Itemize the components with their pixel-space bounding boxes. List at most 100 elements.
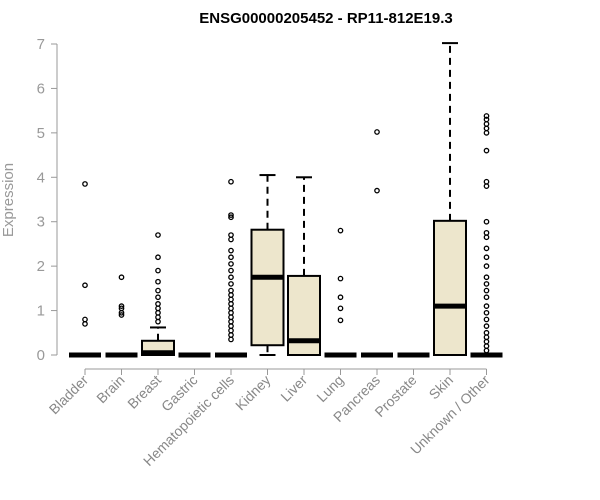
outlier-point xyxy=(155,318,161,325)
y-tick-label: 6 xyxy=(37,80,45,97)
outlier-point xyxy=(228,232,234,238)
outlier-point xyxy=(228,292,234,298)
outlier-point xyxy=(118,274,125,281)
box-kidney xyxy=(250,174,285,356)
outlier-point xyxy=(228,327,234,334)
outlier-point xyxy=(483,183,490,190)
outlier-point xyxy=(483,263,490,269)
outlier-point xyxy=(155,287,161,294)
y-tick-label: 2 xyxy=(37,258,45,275)
outlier-point xyxy=(228,318,234,325)
outlier-point xyxy=(483,218,490,225)
outlier-point xyxy=(228,309,234,316)
outlier-point xyxy=(155,301,161,307)
outlier-point xyxy=(82,316,88,323)
x-tick-label: Brain xyxy=(93,372,127,406)
y-tick-label: 3 xyxy=(37,214,45,231)
outlier-point xyxy=(228,236,234,243)
outlier-point xyxy=(337,305,344,312)
y-tick-label: 7 xyxy=(37,36,45,53)
outlier-point xyxy=(228,254,234,261)
outlier-point xyxy=(483,303,490,309)
box-hematopoietic-cells xyxy=(215,178,247,358)
box-unknown-other xyxy=(470,113,503,358)
outlier-point xyxy=(228,212,234,218)
outlier-point xyxy=(483,113,490,119)
outlier-point xyxy=(483,245,490,252)
outlier-point xyxy=(228,178,234,185)
outlier-point xyxy=(337,317,344,324)
outlier-point xyxy=(155,305,161,312)
x-tick-label: Kidney xyxy=(232,372,274,414)
outlier-point xyxy=(82,282,88,289)
outlier-point xyxy=(82,321,88,327)
outlier-point xyxy=(483,229,490,236)
x-tick-label: Bladder xyxy=(46,372,92,418)
outlier-point xyxy=(155,309,161,316)
outlier-point xyxy=(228,336,234,343)
box-breast xyxy=(141,232,175,357)
outlier-point xyxy=(228,323,234,329)
outlier-point xyxy=(374,129,380,135)
outlier-point xyxy=(483,178,490,185)
outlier-point xyxy=(155,294,161,301)
outlier-point xyxy=(483,338,490,345)
y-tick-label: 1 xyxy=(37,303,45,320)
outlier-point xyxy=(483,234,490,241)
outlier-point xyxy=(118,312,125,318)
outlier-point xyxy=(483,274,490,281)
x-tick-label: Breast xyxy=(124,372,164,412)
y-axis: 0 1 2 3 4 5 6 7 xyxy=(37,36,58,364)
outlier-point xyxy=(228,305,234,312)
outlier-point xyxy=(483,121,490,127)
outlier-point xyxy=(155,232,161,238)
box-lung xyxy=(324,227,357,358)
outlier-point xyxy=(155,254,161,261)
outlier-point xyxy=(118,305,125,312)
outlier-point xyxy=(228,281,234,287)
x-tick-label: Lung xyxy=(313,372,346,405)
outlier-point xyxy=(118,303,125,309)
outlier-point xyxy=(483,323,490,329)
box-liver xyxy=(287,176,321,356)
outlier-point xyxy=(483,254,490,261)
outlier-point xyxy=(228,214,234,221)
outlier-point xyxy=(337,294,344,301)
outlier-point xyxy=(483,334,490,341)
outlier-point xyxy=(483,309,490,316)
outlier-point xyxy=(228,267,234,274)
y-tick-label: 5 xyxy=(37,125,45,142)
outlier-point xyxy=(155,278,161,285)
outlier-point xyxy=(337,227,344,234)
outlier-point xyxy=(483,130,490,136)
chart-title: ENSG00000205452 - RP11-812E19.3 xyxy=(199,10,453,27)
outlier-point xyxy=(483,347,490,354)
box-pancreas xyxy=(361,129,393,358)
box-series xyxy=(69,42,503,358)
outlier-point xyxy=(483,294,490,301)
outlier-point xyxy=(228,274,234,281)
box-iqr xyxy=(250,228,285,347)
box-bladder xyxy=(69,181,101,358)
box-skin xyxy=(433,42,467,356)
outlier-point xyxy=(483,147,490,154)
box-brain xyxy=(105,274,138,358)
outlier-point xyxy=(155,267,161,274)
outlier-point xyxy=(483,287,490,294)
y-tick-label: 0 xyxy=(37,347,45,364)
box-iqr xyxy=(433,219,467,356)
outlier-point xyxy=(483,116,490,123)
outlier-point xyxy=(337,275,344,282)
outlier-point xyxy=(228,296,234,303)
outlier-point xyxy=(483,125,490,132)
outlier-point xyxy=(228,287,234,294)
outlier-point xyxy=(483,281,490,287)
outlier-point xyxy=(374,187,380,194)
y-axis-label: Expression xyxy=(0,163,17,237)
x-tick-label: Skin xyxy=(426,372,457,403)
x-tick-label: Liver xyxy=(277,372,310,405)
outlier-point xyxy=(82,181,88,187)
outlier-point xyxy=(483,343,490,349)
